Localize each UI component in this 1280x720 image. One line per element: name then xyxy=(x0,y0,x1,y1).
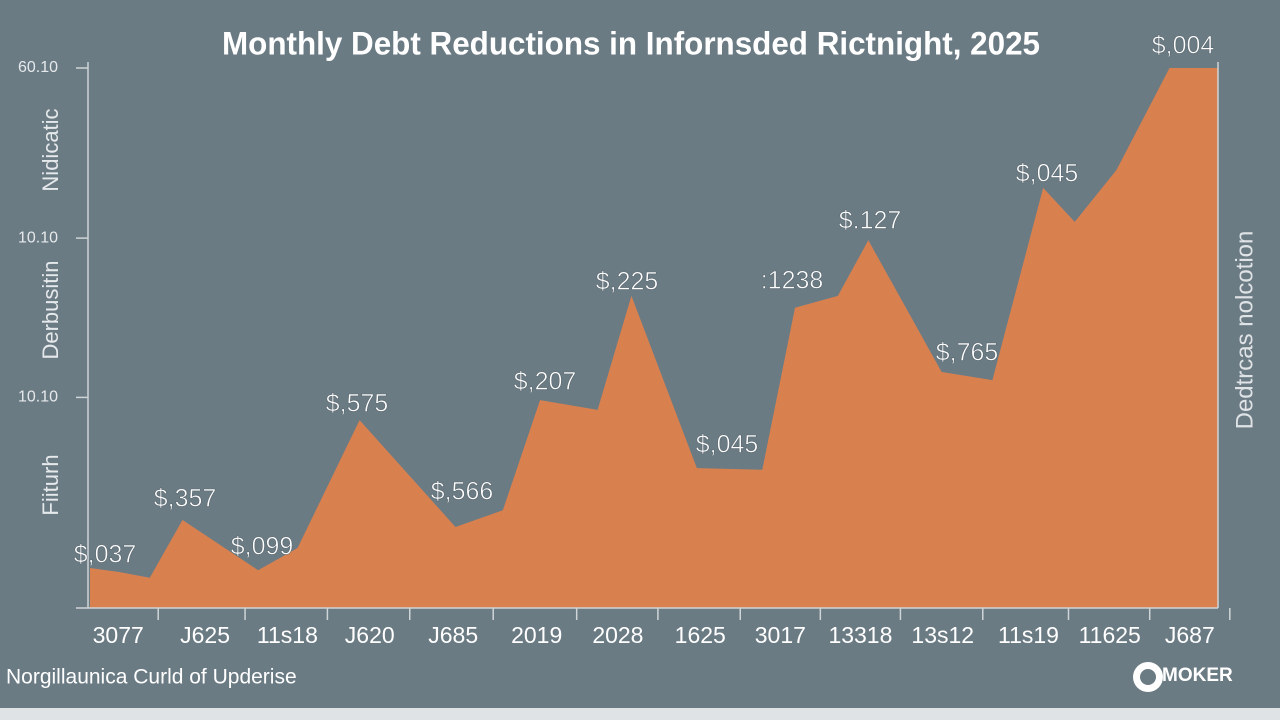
x-tick-label: 11625 xyxy=(1079,622,1141,648)
annotation: $,225 xyxy=(596,268,659,296)
x-tick-label: 3077 xyxy=(93,622,144,648)
annotation: $,004 xyxy=(1152,32,1215,60)
bottom-strip xyxy=(0,708,1280,720)
logo: MOKER xyxy=(1162,665,1233,686)
logo-icon-inner xyxy=(1140,669,1156,685)
right-label: Dedtrcas nolcotion xyxy=(1231,231,1258,430)
y-tick-label: 10.10 xyxy=(18,389,58,406)
footer: Norgillaunica Curld of Upderise xyxy=(6,666,297,689)
annotation: $.127 xyxy=(839,207,902,235)
chart-title: Monthly Debt Reductions in Infornsded Ri… xyxy=(222,25,1040,61)
y-tick-label: 10.10 xyxy=(18,229,58,246)
annotation: $,045 xyxy=(1016,160,1079,188)
area xyxy=(90,68,1218,608)
annotation: $,357 xyxy=(154,485,217,513)
x-tick-label: 11s19 xyxy=(998,622,1059,648)
annotation: $,575 xyxy=(326,390,389,418)
x-tick-label: J687 xyxy=(1165,622,1215,648)
y-axis-label: Nidicatic xyxy=(38,108,63,191)
annotation: $,207 xyxy=(514,368,577,396)
annotation: $,765 xyxy=(936,339,999,367)
x-tick-label: 13318 xyxy=(828,622,892,648)
annotation: $,099 xyxy=(231,533,294,561)
y-axis-label: Derbusitin xyxy=(38,260,63,359)
x-tick-label: J620 xyxy=(345,622,395,648)
annotation: :1238 xyxy=(761,267,824,295)
x-tick-label: 11s18 xyxy=(257,622,318,648)
x-tick-label: 3017 xyxy=(755,622,806,648)
y-axis-label: Fiiturh xyxy=(38,454,63,515)
x-tick-label: 2019 xyxy=(511,622,562,648)
y-tick-label: 60.10 xyxy=(18,59,58,76)
x-tick-label: J685 xyxy=(428,622,478,648)
x-tick-label: J625 xyxy=(180,622,230,648)
x-tick-label: 2028 xyxy=(592,622,643,648)
x-tick-label: 1625 xyxy=(675,622,726,648)
annotation: $,045 xyxy=(696,431,759,459)
annotation: $,037 xyxy=(74,541,137,569)
annotation: $,566 xyxy=(431,478,494,506)
x-tick-label: 13s12 xyxy=(911,622,974,648)
